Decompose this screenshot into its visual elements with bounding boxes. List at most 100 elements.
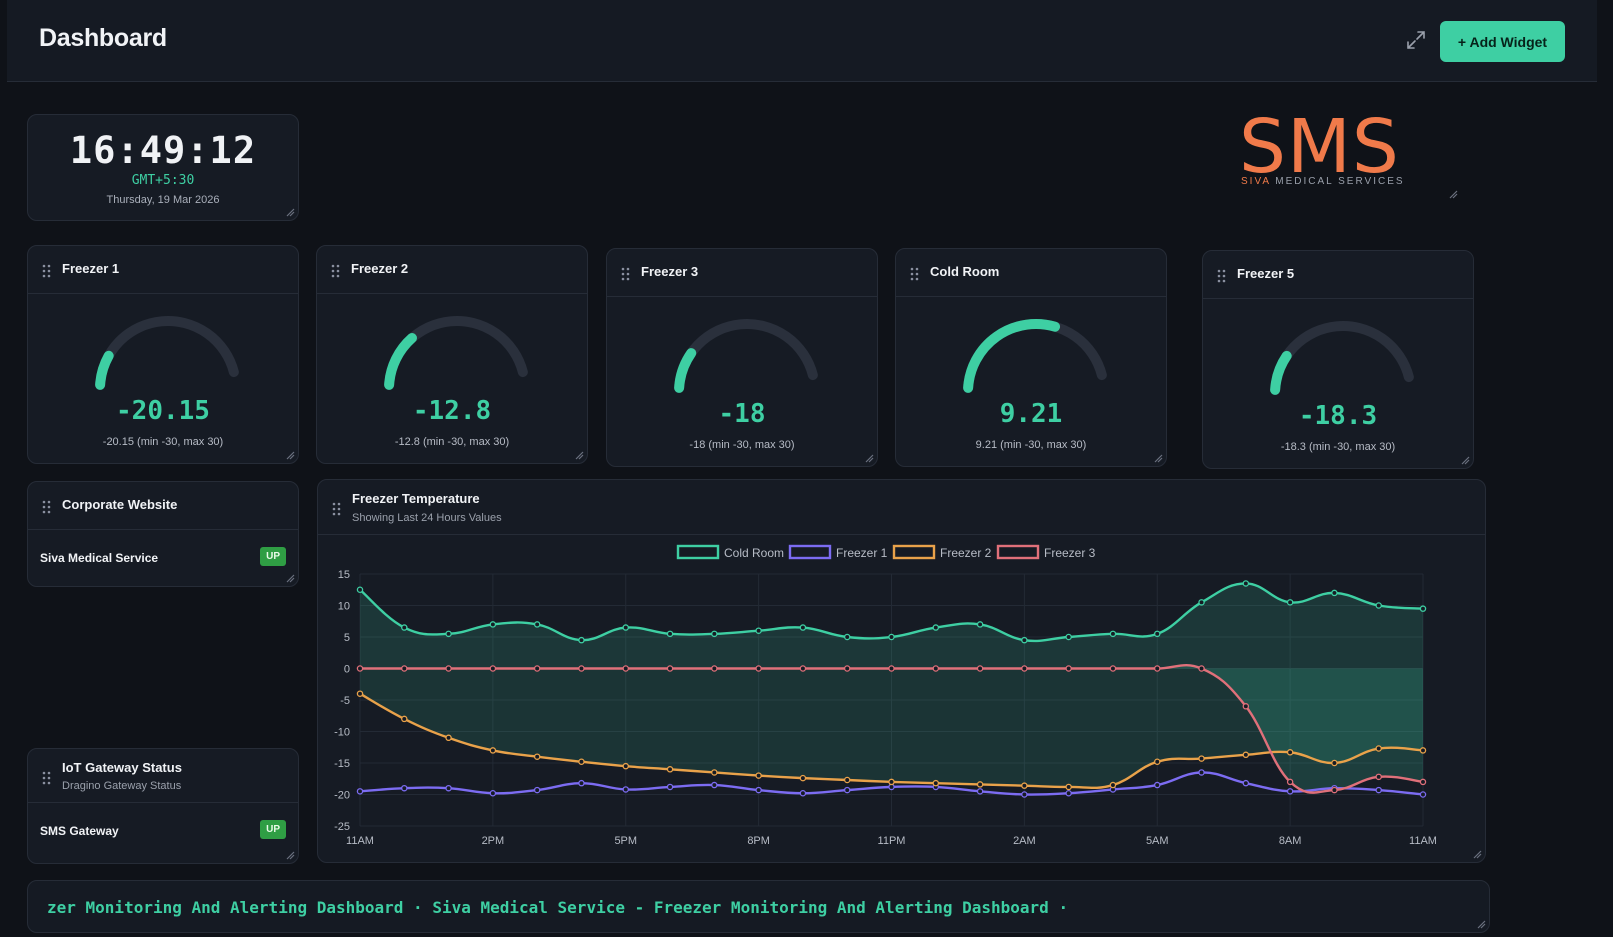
card-header: Corporate Website	[28, 482, 298, 530]
data-point	[1242, 751, 1250, 759]
data-point	[843, 665, 851, 672]
data-point	[622, 624, 629, 631]
data-point	[1021, 782, 1028, 789]
card-header: IoT Gateway Status Dragino Gateway Statu…	[28, 749, 298, 803]
card-header: Freezer 5	[1203, 251, 1473, 299]
gauge-range: -18.3 (min -30, max 30)	[1280, 441, 1396, 453]
y-tick-label: 10	[338, 601, 350, 613]
gauge-arc	[963, 319, 1107, 393]
drag-handle-icon[interactable]	[42, 771, 52, 785]
drag-handle-icon[interactable]	[42, 500, 52, 514]
card-header: Freezer Temperature Showing Last 24 Hour…	[318, 480, 1485, 535]
data-point	[1021, 636, 1028, 644]
gauge-fill	[674, 348, 697, 393]
top-bar: Dashboard + Add Widget	[7, 0, 1597, 82]
data-point	[1286, 788, 1294, 795]
legend-swatch	[788, 544, 832, 560]
gauge-track	[963, 319, 1107, 393]
y-tick-label: -25	[334, 821, 350, 833]
resize-handle-icon[interactable]	[285, 207, 295, 217]
data-point	[401, 624, 408, 631]
company-logo: SMS SIVA MEDICAL SERVICES	[1239, 110, 1403, 200]
data-point	[578, 665, 585, 672]
resize-handle-icon[interactable]	[1153, 453, 1163, 463]
gauge-value: 9.21	[999, 399, 1063, 429]
data-point	[356, 788, 364, 795]
resize-handle-icon[interactable]	[285, 573, 295, 583]
data-point	[843, 633, 851, 641]
card-title: IoT Gateway Status	[62, 760, 182, 775]
gauge-widget: Cold Room 9.21 9.21 (min -30, max 30)	[895, 248, 1167, 467]
card-title: Freezer 2	[351, 261, 409, 276]
data-point	[622, 786, 629, 793]
data-point	[755, 772, 762, 779]
drag-handle-icon[interactable]	[621, 267, 631, 281]
data-point	[1109, 630, 1117, 638]
expand-icon[interactable]	[1404, 28, 1428, 52]
gauge-value: -18	[718, 399, 766, 429]
drag-handle-icon[interactable]	[42, 264, 52, 278]
data-point	[888, 633, 895, 641]
data-point	[1109, 665, 1117, 672]
data-point	[1021, 791, 1028, 798]
card-title: Cold Room	[930, 264, 1000, 279]
data-point	[1154, 758, 1161, 765]
legend-swatch	[676, 544, 720, 560]
status-badge: UP	[260, 547, 286, 566]
chart-title: Freezer Temperature	[352, 491, 480, 506]
chart-subtitle: Showing Last 24 Hours Values	[352, 512, 502, 524]
card-header: Freezer 2	[317, 246, 587, 294]
x-tick-label: 8PM	[747, 835, 770, 847]
gauge-range: 9.21 (min -30, max 30)	[975, 439, 1087, 451]
data-point	[533, 753, 541, 760]
gauge-fill	[384, 333, 417, 390]
resize-handle-icon[interactable]	[864, 453, 874, 463]
data-point	[976, 621, 984, 628]
gauge-fill	[963, 319, 1061, 393]
data-point	[755, 786, 762, 794]
data-point	[1198, 769, 1205, 776]
resize-handle-icon[interactable]	[285, 450, 295, 460]
gauge-track	[674, 319, 818, 393]
data-point	[1198, 665, 1205, 672]
drag-handle-icon[interactable]	[1217, 269, 1227, 283]
resize-handle-icon[interactable]	[1448, 189, 1458, 199]
data-point	[799, 774, 807, 782]
data-point	[843, 786, 851, 794]
resize-handle-icon[interactable]	[1460, 455, 1470, 465]
data-point	[799, 624, 807, 631]
data-point	[1198, 599, 1205, 606]
drag-handle-icon[interactable]	[910, 267, 920, 281]
status-name: Siva Medical Service	[40, 551, 159, 565]
data-point	[1331, 589, 1338, 597]
data-point	[445, 665, 452, 672]
y-tick-label: -5	[340, 695, 350, 707]
legend-swatch	[996, 544, 1040, 560]
data-point	[711, 769, 718, 776]
data-point	[533, 621, 541, 628]
resize-handle-icon[interactable]	[1472, 849, 1482, 859]
app-root: Dashboard + Add Widget 16:49:12 GMT+5:30…	[7, 0, 1597, 937]
data-point	[1198, 755, 1205, 762]
resize-handle-icon[interactable]	[1476, 919, 1486, 929]
data-point	[356, 690, 364, 697]
resize-handle-icon[interactable]	[574, 450, 584, 460]
drag-handle-icon[interactable]	[331, 264, 341, 278]
data-point	[1375, 745, 1382, 752]
data-point	[622, 762, 629, 770]
legend-label: Freezer 2	[940, 546, 992, 560]
data-point	[1286, 749, 1294, 756]
y-tick-label: -15	[334, 758, 350, 770]
add-widget-button[interactable]: + Add Widget	[1440, 21, 1565, 62]
card-subtitle: Dragino Gateway Status	[62, 780, 182, 792]
drag-handle-icon[interactable]	[332, 502, 342, 516]
legend-label: Cold Room	[724, 546, 784, 560]
resize-handle-icon[interactable]	[285, 850, 295, 860]
gauge-widget: Freezer 1 -20.15 -20.15 (min -30, max 30…	[27, 245, 299, 464]
gauge-track	[384, 316, 528, 390]
status-row: SMS Gateway UP	[28, 803, 298, 859]
data-point	[1021, 665, 1028, 672]
data-point	[932, 779, 940, 787]
data-point	[888, 665, 895, 672]
data-point	[622, 665, 629, 672]
